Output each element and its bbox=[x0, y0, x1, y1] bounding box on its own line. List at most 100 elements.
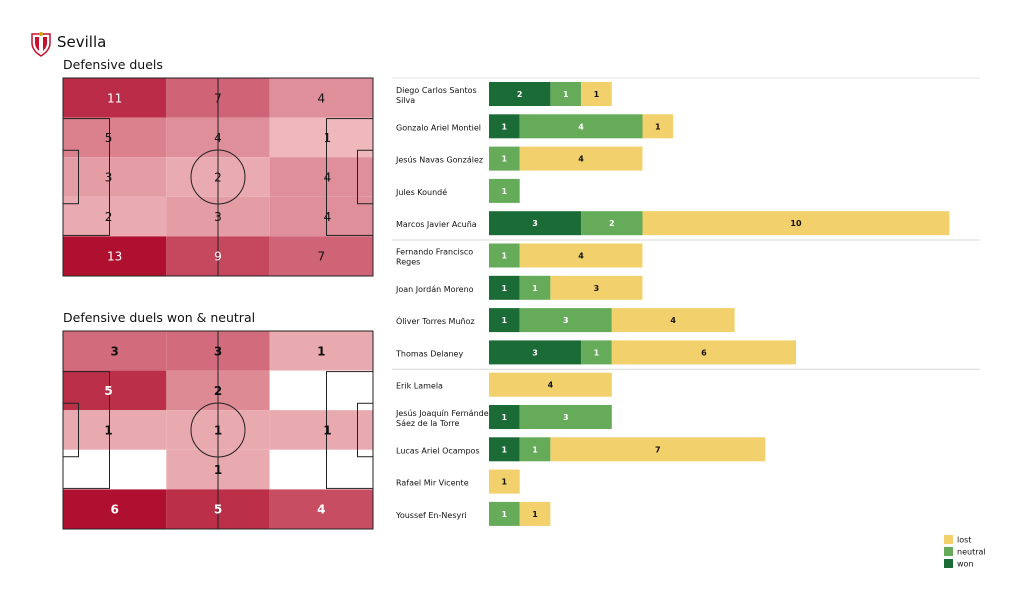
bar-value-label: 6 bbox=[701, 348, 707, 357]
defensive-duels-cell bbox=[269, 78, 373, 118]
bar-value-label: 3 bbox=[532, 219, 538, 228]
defensive-duels-cell-label: 4 bbox=[324, 171, 332, 185]
bar-value-label: 4 bbox=[548, 381, 554, 390]
won-neutral-cell-label: 1 bbox=[214, 463, 222, 477]
team-crest-icon bbox=[30, 31, 52, 61]
player-name-label: Fernando Francisco Reges bbox=[396, 248, 473, 267]
bar-value-label: 7 bbox=[655, 445, 661, 454]
player-name-label: Erik Lamela bbox=[396, 382, 443, 391]
bar-segment-lost bbox=[489, 372, 612, 397]
bar-segment-neutral bbox=[519, 405, 612, 429]
bar-value-label: 1 bbox=[502, 122, 508, 131]
bar-value-label: 1 bbox=[502, 252, 508, 261]
won-neutral-cell-label: 3 bbox=[110, 344, 118, 358]
bar-value-label: 2 bbox=[517, 90, 523, 99]
player-name-label: Youssef En-Nesyri bbox=[395, 511, 467, 520]
bar-value-label: 4 bbox=[578, 252, 584, 261]
legend-swatch-won bbox=[944, 559, 953, 568]
player-name-label: Lucas Ariel Ocampos bbox=[396, 446, 480, 455]
legend-label-neutral: neutral bbox=[957, 548, 986, 557]
defensive-duels-cell-label: 3 bbox=[105, 171, 113, 185]
pitch-lines bbox=[62, 330, 374, 530]
bar-segment-won bbox=[489, 82, 551, 106]
bar-segment-neutral bbox=[489, 243, 520, 268]
bar-segment-neutral bbox=[489, 146, 520, 171]
defensive-duels-cell-label: 1 bbox=[324, 131, 332, 145]
defensive-duels-cell-label: 7 bbox=[214, 91, 222, 105]
bar-value-label: 1 bbox=[532, 510, 538, 519]
player-name-label: Rafael Mir Vicente bbox=[396, 479, 469, 488]
bar-segment-won bbox=[489, 340, 582, 365]
defensive-duels-cell-label: 2 bbox=[214, 171, 222, 185]
bar-segment-lost bbox=[642, 114, 674, 139]
bar-segment-won bbox=[489, 405, 520, 429]
bar-value-label: 3 bbox=[563, 316, 569, 325]
legend-swatch-neutral bbox=[944, 547, 953, 556]
won-neutral-cell-label: 5 bbox=[104, 384, 112, 398]
won-neutral-cell bbox=[63, 410, 167, 450]
won-neutral-cell-label: 3 bbox=[214, 344, 222, 358]
defensive-duels-cell bbox=[63, 157, 167, 197]
won-neutral-cell-label: 4 bbox=[317, 503, 325, 517]
legend-label-won: won bbox=[957, 560, 974, 569]
bar-segment-neutral bbox=[519, 114, 643, 139]
heatmap-title-defensive-duels: Defensive duels bbox=[63, 57, 163, 72]
bar-value-label: 1 bbox=[532, 445, 538, 454]
defensive-duels-cell bbox=[269, 117, 373, 158]
defensive-duels-cell-label: 5 bbox=[105, 131, 113, 145]
bar-value-label: 1 bbox=[563, 90, 569, 99]
bar-segment-neutral bbox=[519, 308, 612, 333]
bar-segment-neutral bbox=[489, 178, 520, 203]
defensive-duels-cell-label: 3 bbox=[214, 210, 222, 224]
bar-segment-lost bbox=[519, 501, 551, 526]
bar-value-label: 3 bbox=[532, 348, 538, 357]
bar-value-label: 1 bbox=[532, 284, 538, 293]
bar-segment-won bbox=[489, 437, 520, 462]
bar-value-label: 1 bbox=[594, 348, 600, 357]
won-neutral-cell-label: 5 bbox=[214, 503, 222, 517]
defensive-duels-cell bbox=[63, 117, 167, 158]
won-neutral-cell-label: 1 bbox=[214, 424, 222, 438]
bar-value-label: 1 bbox=[594, 90, 600, 99]
bar-value-label: 4 bbox=[578, 155, 584, 164]
won-neutral-cell-label: 6 bbox=[110, 503, 118, 517]
won-neutral-cell bbox=[269, 489, 373, 529]
won-neutral-cell bbox=[63, 370, 167, 411]
bar-segment-lost bbox=[519, 146, 643, 171]
bar-value-label: 1 bbox=[502, 155, 508, 164]
bar-value-label: 1 bbox=[502, 316, 508, 325]
won-neutral-cell-label: 2 bbox=[214, 384, 222, 398]
won-neutral-cell-label: 1 bbox=[317, 344, 325, 358]
bar-segment-lost bbox=[489, 469, 520, 494]
won-neutral-cell bbox=[269, 449, 373, 490]
player-name-label: Jesús Navas González bbox=[395, 156, 483, 165]
defensive-duels-cell-label: 4 bbox=[324, 210, 332, 224]
heatmap-title-won-neutral: Defensive duels won & neutral bbox=[63, 310, 256, 325]
bar-segment-won bbox=[489, 211, 582, 236]
player-name-label: Thomas Delaney bbox=[395, 349, 463, 358]
defensive-duels-cell bbox=[269, 236, 373, 276]
bar-value-label: 10 bbox=[790, 219, 802, 228]
team-name: Sevilla bbox=[57, 33, 107, 51]
won-neutral-cell bbox=[269, 331, 373, 371]
bar-segment-lost bbox=[581, 82, 612, 106]
defensive-duels-cell-label: 11 bbox=[107, 91, 122, 105]
bar-value-label: 1 bbox=[502, 478, 508, 487]
heatmap-defensive-duels-won-neutral: 3 3 1 5 2 1 1 1 1 6 5 4 bbox=[62, 330, 374, 530]
legend-swatch-lost bbox=[944, 535, 953, 544]
defensive-duels-cell bbox=[63, 78, 167, 118]
heatmap-defensive-duels: 11 7 45 4 13 2 42 3 413 9 7 bbox=[62, 77, 374, 277]
bar-value-label: 3 bbox=[594, 284, 600, 293]
won-neutral-cell-label: 1 bbox=[104, 424, 112, 438]
legend-label-lost: lost bbox=[957, 536, 971, 545]
defensive-duels-cell-label: 4 bbox=[318, 91, 326, 105]
bar-segment-lost bbox=[550, 437, 766, 462]
player-name-label: Jules Koundé bbox=[395, 187, 447, 197]
bar-segment-lost bbox=[642, 211, 950, 236]
won-neutral-cell-label: 1 bbox=[323, 424, 331, 438]
player-name-label: Gonzalo Ariel Montiel bbox=[396, 123, 481, 132]
bar-segment-neutral bbox=[581, 211, 643, 236]
defensive-duels-cell-label: 13 bbox=[107, 250, 122, 264]
player-name-label: Jesús Joaquín Fernández Sáez de la Torre bbox=[395, 409, 493, 428]
